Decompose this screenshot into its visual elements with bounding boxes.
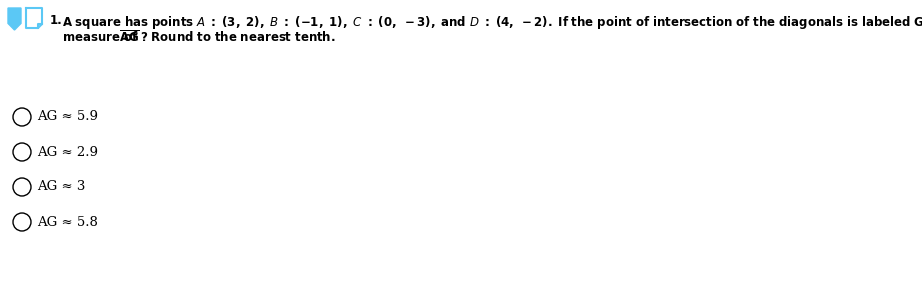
Text: $\mathbf{A\ square\ has\ points\ }$$\mathbf{\mathit{A}}$$\mathbf{\ :\ (3,\ 2),\ : $\mathbf{A\ square\ has\ points\ }$$\mat…	[62, 14, 922, 31]
Text: AG ≈ 3: AG ≈ 3	[37, 180, 86, 193]
Text: $\mathbf{\overline{AG}}$: $\mathbf{\overline{AG}}$	[119, 30, 140, 46]
Text: AG ≈ 2.9: AG ≈ 2.9	[37, 146, 98, 158]
Text: $\mathbf{?\ Round\ to\ the\ nearest\ tenth.}$: $\mathbf{?\ Round\ to\ the\ nearest\ ten…	[140, 30, 336, 44]
Text: AG ≈ 5.8: AG ≈ 5.8	[37, 215, 98, 228]
Polygon shape	[8, 8, 21, 30]
Text: $\mathbf{measure\ of\ }$: $\mathbf{measure\ of\ }$	[62, 30, 138, 44]
Polygon shape	[26, 8, 42, 28]
Text: 1.: 1.	[50, 14, 63, 27]
Text: AG ≈ 5.9: AG ≈ 5.9	[37, 111, 98, 124]
